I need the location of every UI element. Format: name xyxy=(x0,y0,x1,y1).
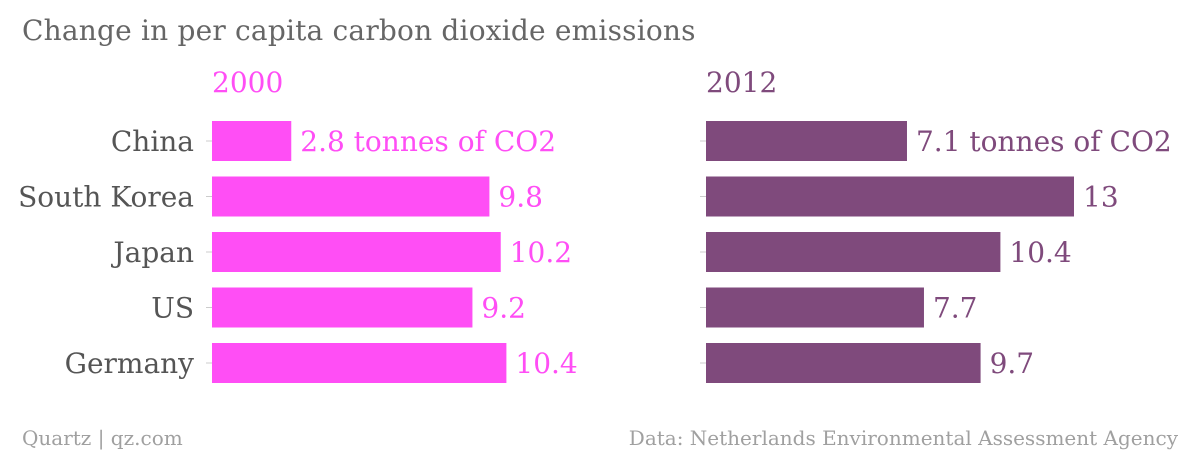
panel-title-2000: 2000 xyxy=(212,66,283,99)
bar-1-4 xyxy=(706,343,981,383)
bar-1-0 xyxy=(706,121,907,161)
category-label: South Korea xyxy=(18,181,194,214)
category-label: Japan xyxy=(110,236,194,269)
value-label: 13 xyxy=(1083,181,1119,214)
bar-0-4 xyxy=(212,343,507,383)
bar-0-3 xyxy=(212,287,473,328)
value-label: 7.1 tonnes of CO2 xyxy=(916,125,1172,158)
value-label: 9.7 xyxy=(990,347,1035,380)
bar-chart: China South Korea Japan US Germany 2000 2.8 to… xyxy=(18,66,1172,383)
chart-title: Change in per capita carbon dioxide emis… xyxy=(22,14,696,47)
category-label: US xyxy=(151,292,194,325)
footer-data-source: Data: Netherlands Environmental Assessme… xyxy=(628,426,1178,450)
value-label: 2.8 tonnes of CO2 xyxy=(300,125,556,158)
panel-title-2012: 2012 xyxy=(706,66,777,99)
value-label: 9.8 xyxy=(498,181,543,214)
value-label: 7.7 xyxy=(933,292,978,325)
value-label: 9.2 xyxy=(481,292,526,325)
bar-0-2 xyxy=(212,232,501,272)
category-label: China xyxy=(111,125,194,158)
value-label: 10.4 xyxy=(1009,236,1071,269)
bar-0-1 xyxy=(212,176,490,217)
value-label: 10.2 xyxy=(510,236,572,269)
footer-credit: Quartz | qz.com xyxy=(22,426,183,450)
bar-0-0 xyxy=(212,121,292,161)
value-label: 10.4 xyxy=(515,347,577,380)
bar-1-1 xyxy=(706,176,1074,217)
bar-1-3 xyxy=(706,287,924,328)
category-label: Germany xyxy=(65,347,195,380)
bar-1-2 xyxy=(706,232,1001,272)
